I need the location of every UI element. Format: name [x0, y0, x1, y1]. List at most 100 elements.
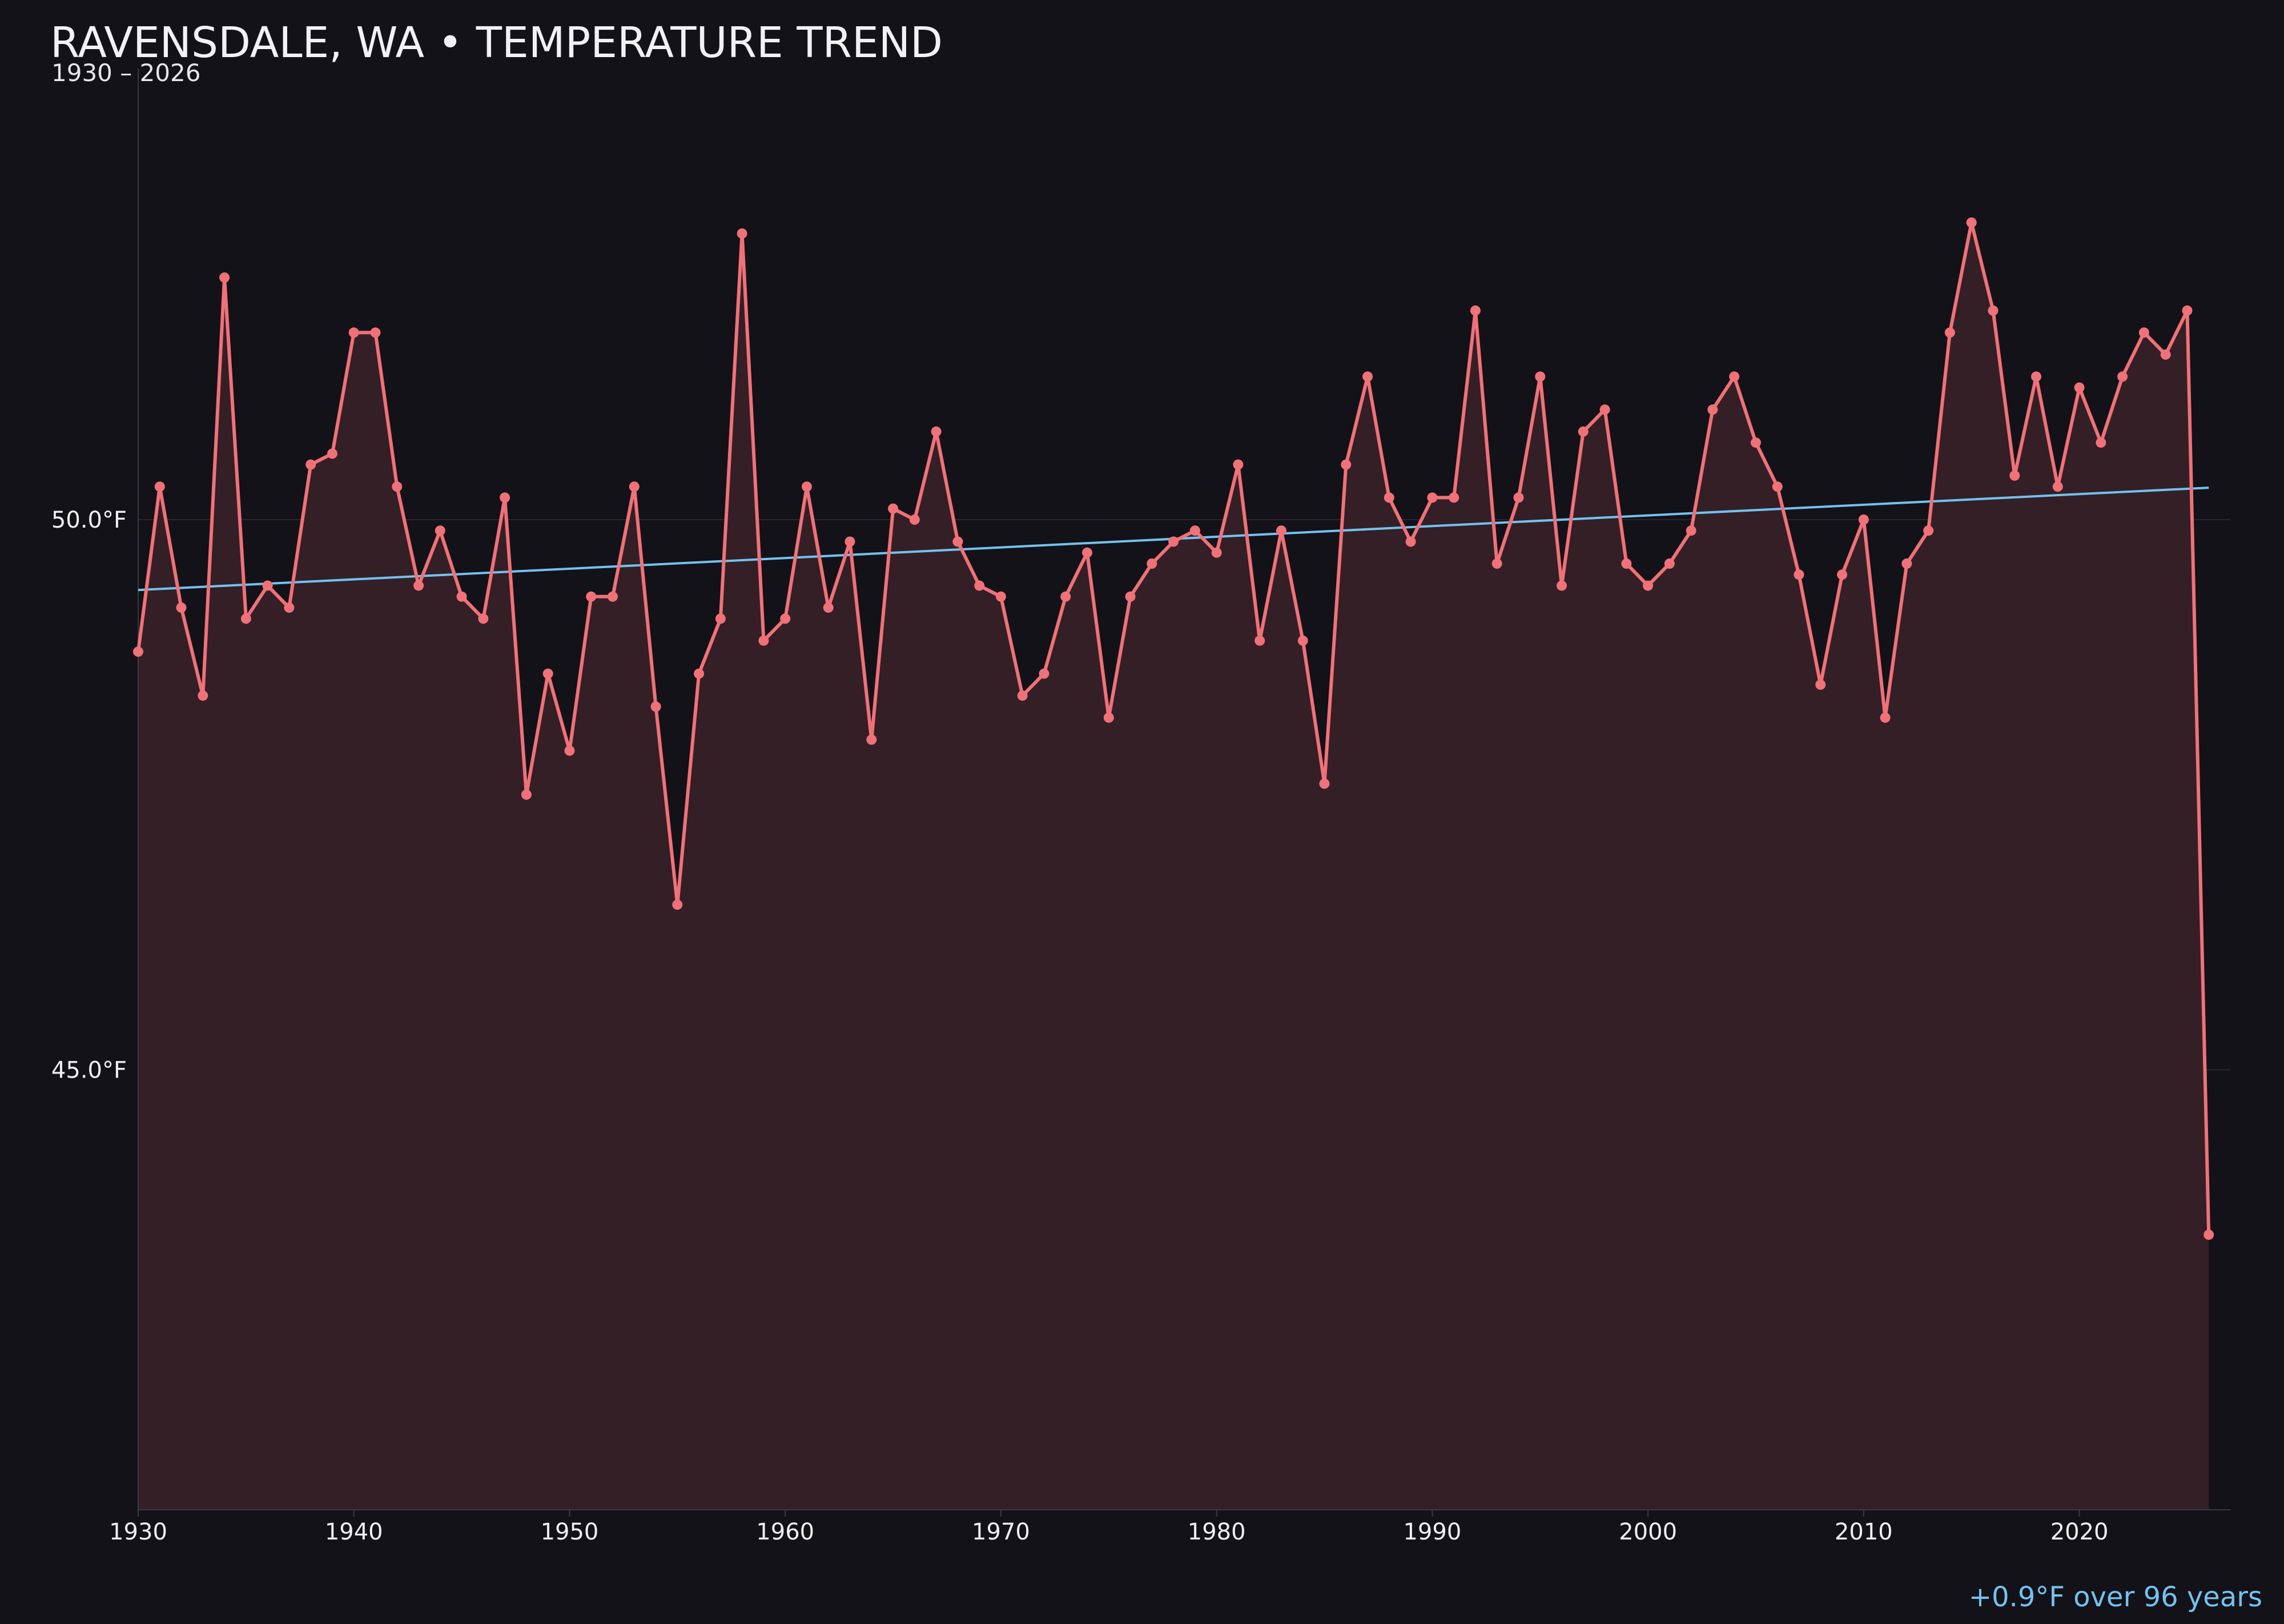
data-point: [909, 514, 920, 525]
x-axis-ticks: 1930 1940 1950 1960 1970 1980 1990 2000 2010 2020: [109, 1510, 2108, 1545]
data-point: [413, 580, 424, 591]
area-fill: [138, 222, 2209, 1510]
data-point: [1664, 558, 1675, 569]
data-point: [2117, 371, 2128, 382]
x-tick-label: 2000: [1619, 1519, 1677, 1545]
data-point: [608, 591, 618, 602]
data-point: [392, 481, 403, 492]
data-point: [305, 459, 316, 470]
data-point: [1060, 591, 1071, 602]
data-point: [1211, 547, 1222, 558]
data-point: [435, 525, 445, 536]
x-tick-label: 1970: [972, 1519, 1030, 1545]
data-point: [1189, 525, 1200, 536]
data-point: [715, 613, 726, 624]
x-tick-label: 1930: [109, 1519, 167, 1545]
data-point: [154, 481, 165, 492]
y-axis-ticks: 45.0°F 50.0°F: [51, 507, 127, 1083]
data-point: [1729, 371, 1740, 382]
data-point: [2074, 382, 2085, 393]
data-point: [133, 646, 143, 657]
data-point: [1901, 558, 1912, 569]
data-point: [629, 481, 640, 492]
data-point: [500, 492, 510, 503]
data-point: [1794, 569, 1804, 580]
data-point: [1643, 580, 1654, 591]
data-point: [2052, 481, 2063, 492]
data-point: [1966, 217, 1977, 228]
data-point: [1815, 680, 1826, 690]
data-point: [1858, 514, 1869, 525]
data-point: [1319, 778, 1330, 789]
data-point: [456, 591, 467, 602]
data-point: [1880, 712, 1891, 723]
data-point: [1276, 525, 1286, 536]
data-point: [672, 899, 683, 910]
data-point: [1297, 635, 1308, 646]
data-point: [240, 613, 251, 624]
data-point: [1621, 558, 1632, 569]
data-points: [133, 217, 2214, 1240]
data-point: [198, 690, 208, 701]
data-point: [2138, 327, 2149, 338]
data-point: [1405, 536, 1416, 547]
data-point: [1988, 305, 1998, 316]
x-tick-label: 1990: [1403, 1519, 1461, 1545]
x-tick-label: 1950: [541, 1519, 599, 1545]
data-point: [758, 635, 769, 646]
data-point: [995, 591, 1006, 602]
data-point: [262, 580, 273, 591]
data-point: [780, 613, 791, 624]
data-point: [1751, 437, 1761, 448]
data-point: [586, 591, 597, 602]
data-point: [1168, 536, 1179, 547]
data-point: [348, 327, 359, 338]
data-point: [1837, 569, 1848, 580]
data-point: [1147, 558, 1157, 569]
data-point: [1470, 305, 1481, 316]
data-point: [1362, 371, 1373, 382]
data-point: [176, 602, 187, 613]
data-point: [1513, 492, 1524, 503]
x-tick-label: 1960: [756, 1519, 814, 1545]
data-point: [694, 668, 705, 679]
data-point: [737, 228, 747, 239]
data-point: [2160, 349, 2171, 360]
x-tick-label: 1940: [325, 1519, 383, 1545]
data-point: [370, 327, 381, 338]
data-point: [1039, 668, 1049, 679]
chart-subtitle: 1930 – 2026: [51, 59, 200, 87]
x-tick-label: 1980: [1188, 1519, 1246, 1545]
x-tick-label: 2020: [2050, 1519, 2109, 1545]
data-point: [1082, 547, 1092, 558]
data-point: [974, 580, 985, 591]
data-point: [1449, 492, 1459, 503]
data-point: [1772, 481, 1783, 492]
data-point: [2182, 305, 2193, 316]
data-point: [866, 734, 877, 745]
data-point: [1125, 591, 1136, 602]
data-point: [327, 448, 337, 459]
data-point: [1707, 404, 1718, 415]
data-point: [1341, 459, 1352, 470]
data-point: [1578, 426, 1589, 437]
data-point: [823, 602, 834, 613]
data-point: [888, 503, 899, 514]
data-point: [845, 536, 855, 547]
axes: [138, 69, 2230, 1510]
data-point: [2203, 1229, 2214, 1240]
data-point: [542, 668, 553, 679]
data-point: [802, 481, 812, 492]
x-tick-label: 2010: [1835, 1519, 1893, 1545]
data-point: [564, 745, 575, 756]
data-point: [1254, 635, 1265, 646]
data-point: [1599, 404, 1610, 415]
data-point: [219, 272, 230, 283]
data-point: [1103, 712, 1114, 723]
data-point: [2031, 371, 2041, 382]
data-point: [1923, 525, 1934, 536]
y-tick-label: 45.0°F: [51, 1057, 127, 1083]
data-point: [1491, 558, 1502, 569]
data-point: [284, 602, 295, 613]
